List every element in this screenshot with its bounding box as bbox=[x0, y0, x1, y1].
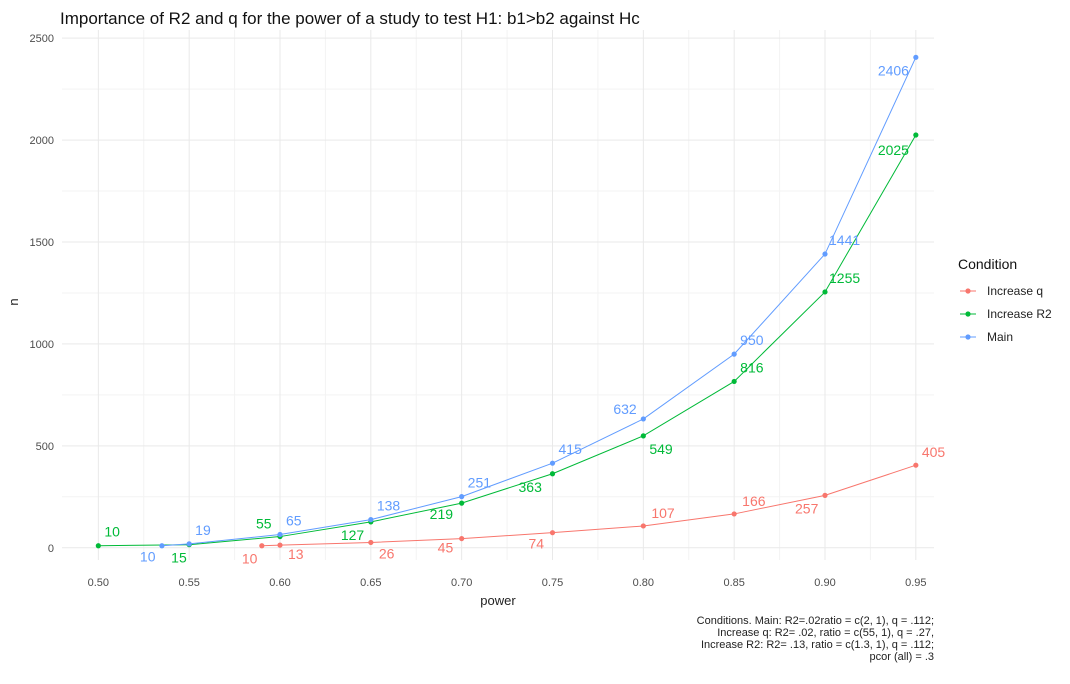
x-axis-title: power bbox=[480, 593, 516, 608]
data-point-main bbox=[731, 351, 737, 357]
data-labels: 10 13 26 45 74 107 166 257 405 10 15 55 127 219 363 549… bbox=[104, 62, 945, 566]
x-axis-ticks: 0.50 0.55 0.60 0.65 0.70 0.75 0.80 0.85 0.90 0.95 bbox=[88, 577, 927, 589]
data-label-main: 19 bbox=[195, 522, 211, 538]
x-tick-label: 0.95 bbox=[905, 577, 926, 589]
x-tick-label: 0.90 bbox=[814, 577, 835, 589]
data-label-increase-r2: 363 bbox=[519, 479, 543, 495]
data-label-increase-r2: 10 bbox=[104, 524, 120, 540]
legend-key-point bbox=[965, 288, 971, 294]
y-axis-title: n bbox=[6, 298, 21, 305]
data-point-increase-r2 bbox=[913, 132, 919, 138]
data-point-main bbox=[459, 494, 465, 500]
x-tick-label: 0.70 bbox=[451, 577, 472, 589]
data-label-main: 10 bbox=[140, 549, 156, 565]
data-point-main bbox=[277, 531, 283, 538]
y-tick-label: 2500 bbox=[30, 33, 54, 45]
caption-line: pcor (all) = .3 bbox=[870, 651, 935, 663]
y-tick-label: 2000 bbox=[30, 135, 54, 147]
data-point-increase-q bbox=[731, 511, 737, 517]
chart-title: Importance of R2 and q for the power of … bbox=[60, 9, 640, 28]
data-point-main bbox=[822, 251, 828, 257]
data-point-increase-q bbox=[277, 542, 283, 548]
data-label-increase-r2: 127 bbox=[341, 527, 365, 543]
x-tick-label: 0.50 bbox=[88, 577, 109, 589]
data-point-increase-r2 bbox=[95, 543, 101, 549]
data-label-increase-q: 107 bbox=[651, 505, 675, 521]
data-point-increase-q bbox=[259, 543, 265, 549]
data-point-increase-q bbox=[368, 539, 374, 546]
x-tick-label: 0.65 bbox=[360, 577, 381, 589]
x-tick-label: 0.60 bbox=[269, 577, 290, 589]
legend-key-point bbox=[965, 334, 971, 340]
y-tick-label: 0 bbox=[48, 543, 54, 555]
x-tick-label: 0.80 bbox=[633, 577, 654, 589]
data-label-increase-q: 13 bbox=[288, 546, 304, 562]
data-label-increase-q: 10 bbox=[242, 551, 258, 567]
data-label-increase-q: 26 bbox=[379, 545, 395, 561]
data-point-increase-q bbox=[913, 462, 919, 468]
x-tick-label: 0.75 bbox=[542, 577, 563, 589]
caption-line: Increase q: R2= .02, ratio = c(55, 1), q… bbox=[717, 627, 934, 639]
data-label-increase-r2: 1255 bbox=[829, 270, 860, 286]
data-point-increase-q bbox=[459, 535, 465, 542]
data-label-main: 415 bbox=[559, 441, 583, 457]
caption-line: Increase R2: R2= .13, ratio = c(1.3, 1),… bbox=[701, 639, 934, 651]
series-layer bbox=[95, 54, 919, 549]
legend-item-increase-q: Increase q bbox=[960, 284, 1043, 298]
data-point-increase-r2 bbox=[459, 500, 465, 506]
data-point-increase-q bbox=[549, 530, 556, 536]
data-label-main: 2406 bbox=[878, 62, 909, 78]
series-line-main bbox=[161, 57, 917, 547]
y-tick-label: 1500 bbox=[30, 237, 54, 249]
data-point-increase-q bbox=[640, 523, 646, 529]
data-label-main: 65 bbox=[286, 513, 302, 529]
legend-label: Main bbox=[987, 330, 1013, 344]
data-label-increase-q: 166 bbox=[742, 493, 766, 509]
data-point-main bbox=[549, 460, 556, 466]
y-tick-label: 500 bbox=[36, 441, 54, 453]
legend-title: Condition bbox=[958, 256, 1017, 272]
data-label-increase-r2: 15 bbox=[171, 550, 187, 566]
data-label-increase-q: 405 bbox=[922, 444, 946, 460]
data-point-increase-r2 bbox=[822, 289, 828, 295]
legend: Increase q Increase R2 Main bbox=[960, 284, 1052, 344]
data-label-main: 1441 bbox=[829, 232, 860, 248]
y-tick-label: 1000 bbox=[30, 339, 54, 351]
data-label-increase-r2: 816 bbox=[740, 359, 764, 375]
data-point-main bbox=[913, 54, 919, 60]
x-tick-label: 0.85 bbox=[723, 577, 744, 589]
series-line-increase-r2 bbox=[98, 134, 917, 547]
caption-line: Conditions. Main: R2=.02ratio = c(2, 1),… bbox=[697, 615, 934, 627]
legend-item-main: Main bbox=[960, 330, 1013, 344]
data-label-main: 138 bbox=[377, 498, 401, 514]
data-label-main: 632 bbox=[613, 401, 637, 417]
data-label-main: 251 bbox=[468, 475, 492, 491]
x-tick-label: 0.55 bbox=[178, 577, 199, 589]
legend-key-point bbox=[965, 311, 971, 317]
data-point-increase-r2 bbox=[549, 471, 556, 477]
legend-label: Increase R2 bbox=[987, 307, 1052, 321]
data-label-increase-q: 257 bbox=[795, 500, 819, 516]
data-point-main bbox=[159, 543, 165, 549]
legend-label: Increase q bbox=[987, 284, 1043, 298]
data-label-increase-r2: 549 bbox=[649, 441, 673, 457]
data-label-increase-r2: 55 bbox=[256, 516, 272, 532]
data-label-main: 950 bbox=[740, 332, 764, 348]
data-label-increase-q: 74 bbox=[529, 536, 545, 552]
data-point-increase-r2 bbox=[731, 378, 737, 385]
data-label-increase-r2: 2025 bbox=[878, 142, 909, 158]
data-point-increase-r2 bbox=[640, 433, 646, 439]
data-label-increase-q: 45 bbox=[438, 540, 454, 556]
legend-item-increase-r2: Increase R2 bbox=[960, 307, 1052, 321]
data-point-main bbox=[640, 416, 646, 422]
caption: Conditions. Main: R2=.02ratio = c(2, 1),… bbox=[697, 615, 934, 663]
data-point-main bbox=[368, 517, 374, 523]
data-point-main bbox=[186, 541, 192, 547]
data-label-increase-r2: 219 bbox=[430, 506, 454, 522]
y-axis-ticks: 0 500 1000 1500 2000 2500 bbox=[30, 33, 54, 555]
data-point-increase-q bbox=[822, 492, 828, 498]
grid bbox=[62, 30, 934, 560]
